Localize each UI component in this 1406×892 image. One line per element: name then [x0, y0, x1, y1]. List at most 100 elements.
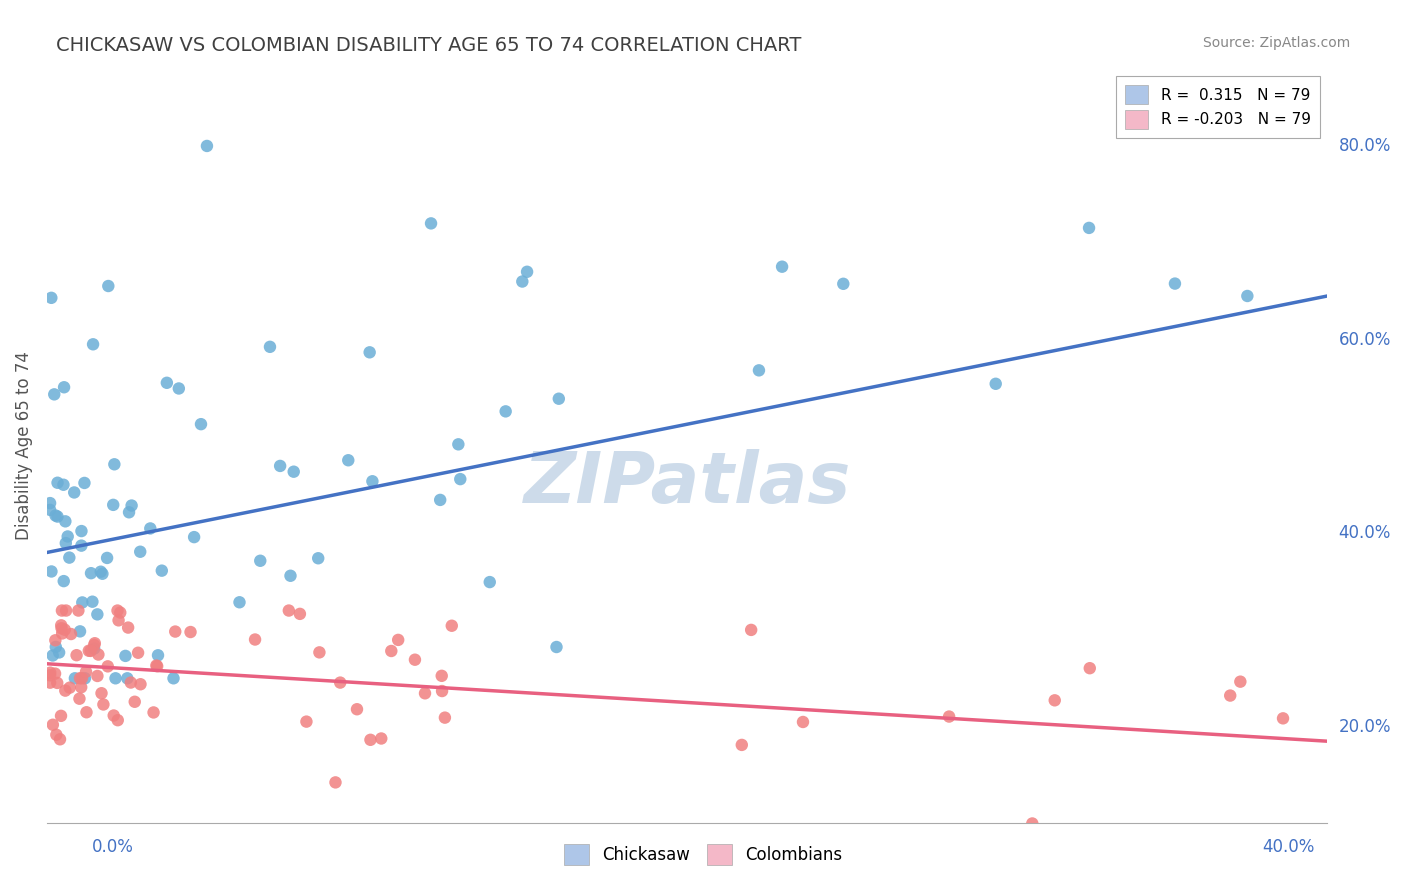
Point — [1272, 711, 1295, 725]
Point — [117, 621, 139, 635]
Point — [44, 633, 66, 648]
Point — [430, 669, 453, 683]
Point — [53, 623, 76, 637]
Point — [63, 671, 86, 685]
Point — [387, 632, 409, 647]
Point — [45, 728, 67, 742]
Point — [63, 485, 86, 500]
Point — [103, 498, 125, 512]
Point — [49, 709, 72, 723]
Point — [80, 566, 103, 581]
Point — [103, 708, 125, 723]
Point — [433, 711, 456, 725]
Point — [52, 477, 75, 491]
Point — [325, 775, 347, 789]
Point — [1219, 689, 1241, 703]
Point — [107, 603, 129, 617]
Point — [280, 568, 302, 582]
Point — [51, 618, 73, 632]
Legend: R =  0.315   N = 79, R = -0.203   N = 79: R = 0.315 N = 79, R = -0.203 N = 79 — [1116, 76, 1320, 138]
Point — [51, 621, 73, 635]
Point — [67, 603, 90, 617]
Point — [329, 675, 352, 690]
Text: Source: ZipAtlas.com: Source: ZipAtlas.com — [1202, 36, 1350, 50]
Point — [75, 665, 97, 679]
Point — [183, 530, 205, 544]
Point — [495, 404, 517, 418]
Point — [39, 503, 62, 517]
Point — [110, 606, 132, 620]
Point — [82, 337, 104, 351]
Point — [41, 291, 63, 305]
Point — [86, 607, 108, 622]
Point — [97, 659, 120, 673]
Point — [69, 624, 91, 639]
Point — [70, 680, 93, 694]
Point — [938, 709, 960, 723]
Point — [1078, 220, 1101, 235]
Point — [90, 565, 112, 579]
Point — [346, 702, 368, 716]
Point — [51, 626, 73, 640]
Point — [546, 640, 568, 654]
Point — [107, 713, 129, 727]
Point — [404, 653, 426, 667]
Point — [103, 458, 125, 472]
Point — [69, 671, 91, 685]
Point — [104, 671, 127, 685]
Text: 60.0%: 60.0% — [1339, 331, 1391, 349]
Point — [93, 698, 115, 712]
Point — [449, 472, 471, 486]
Point — [73, 671, 96, 685]
Point — [53, 683, 76, 698]
Point — [740, 623, 762, 637]
Point — [56, 529, 79, 543]
Point — [58, 550, 80, 565]
Point — [129, 545, 152, 559]
Legend: Chickasaw, Colombians: Chickasaw, Colombians — [554, 834, 852, 875]
Point — [1021, 816, 1043, 830]
Point — [90, 686, 112, 700]
Point — [832, 277, 855, 291]
Point — [288, 607, 311, 621]
Point — [308, 645, 330, 659]
Point — [277, 603, 299, 617]
Point — [984, 376, 1007, 391]
Point — [361, 475, 384, 489]
Point — [96, 550, 118, 565]
Point — [39, 668, 62, 682]
Point — [430, 684, 453, 698]
Point — [547, 392, 569, 406]
Point — [46, 509, 69, 524]
Point — [76, 705, 98, 719]
Text: 20.0%: 20.0% — [1339, 718, 1391, 736]
Point — [359, 732, 381, 747]
Point — [162, 671, 184, 685]
Point — [107, 613, 129, 627]
Point — [1236, 289, 1258, 303]
Point — [150, 564, 173, 578]
Point — [72, 595, 94, 609]
Point — [429, 492, 451, 507]
Point — [83, 636, 105, 650]
Point — [39, 665, 62, 680]
Point — [48, 645, 70, 659]
Point — [82, 595, 104, 609]
Point — [120, 675, 142, 690]
Point — [114, 648, 136, 663]
Point — [380, 644, 402, 658]
Point — [478, 575, 501, 590]
Point — [118, 505, 141, 519]
Point — [283, 465, 305, 479]
Point — [73, 475, 96, 490]
Point — [1164, 277, 1187, 291]
Point — [46, 475, 69, 490]
Point — [45, 508, 67, 523]
Point — [167, 382, 190, 396]
Point — [39, 496, 62, 510]
Point — [195, 139, 218, 153]
Point — [295, 714, 318, 729]
Point — [127, 646, 149, 660]
Point — [259, 340, 281, 354]
Point — [129, 677, 152, 691]
